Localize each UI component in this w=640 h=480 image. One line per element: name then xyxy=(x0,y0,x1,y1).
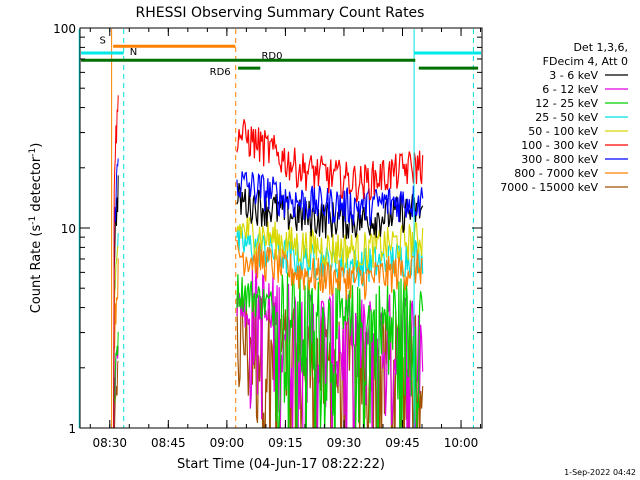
flag-marker-layer: S N RD0 RD6 xyxy=(78,29,481,428)
x-tick-label-09:30: 09:30 xyxy=(327,436,362,450)
x-tick-label-09:15: 09:15 xyxy=(268,436,303,450)
data-layer xyxy=(113,95,424,428)
flag-label-n: N xyxy=(130,47,137,58)
flag-label-s: S xyxy=(99,35,105,46)
series-50-to-100keV-main xyxy=(236,216,424,271)
y-tick-label-100: 100 xyxy=(53,22,76,36)
legend-label-300-to-800keV: 300 - 800 keV xyxy=(521,153,598,166)
series-800-to-7000keV-main xyxy=(236,239,424,300)
series-100-to-300keV-burst xyxy=(113,95,119,428)
chart-title: RHESSI Observing Summary Count Rates xyxy=(136,5,425,21)
legend-header-line-2: FDecim 4, Att 0 xyxy=(543,55,628,68)
series-100-to-300keV-main xyxy=(236,119,424,203)
legend-label-800-to-7000keV: 800 - 7000 keV xyxy=(514,167,598,180)
legend-label-50-to-100keV: 50 - 100 keV xyxy=(528,125,598,138)
series-6-to-12keV-main xyxy=(236,265,424,428)
legend-header-line-1: Det 1,3,6, xyxy=(573,41,628,54)
x-tick-label-09:45: 09:45 xyxy=(385,436,420,450)
series-300-to-800keV-main xyxy=(236,171,424,226)
footer-timestamp: 1-Sep-2022 04:42 xyxy=(564,468,636,477)
x-tick-label-09:00: 09:00 xyxy=(210,436,245,450)
x-tick-label-08:45: 08:45 xyxy=(151,436,186,450)
legend-label-3-to-6keV: 3 - 6 keV xyxy=(549,69,598,82)
legend-label-25-to-50keV: 25 - 50 keV xyxy=(535,111,598,124)
x-axis-label: Start Time (04-Jun-17 08:22:22) xyxy=(177,457,385,472)
legend-label-12-to-25keV: 12 - 25 keV xyxy=(535,97,598,110)
flag-label-rd0: RD0 xyxy=(261,51,282,62)
y-tick-label-10: 10 xyxy=(61,222,76,236)
series-7000-to-15000keV-burst xyxy=(114,360,119,428)
x-tick-label-10:00: 10:00 xyxy=(444,436,479,450)
legend-label-100-to-300keV: 100 - 300 keV xyxy=(521,139,598,152)
x-tick-label-08:30: 08:30 xyxy=(92,436,127,450)
y-axis-label: Count Rate (s-1 detector-1) xyxy=(28,143,44,314)
legend-label-6-to-12keV: 6 - 12 keV xyxy=(542,83,598,96)
flag-label-rd6: RD6 xyxy=(210,67,231,78)
axis-tick-layer: 1 10 100 08:30 08:45 09:00 09:15 09:30 09:45 10:0… xyxy=(53,22,482,450)
series-12-to-25keV-main xyxy=(236,272,424,428)
y-tick-label-1: 1 xyxy=(68,422,76,436)
legend-label-7000-to-15000keV: 7000 - 15000 keV xyxy=(500,181,598,194)
